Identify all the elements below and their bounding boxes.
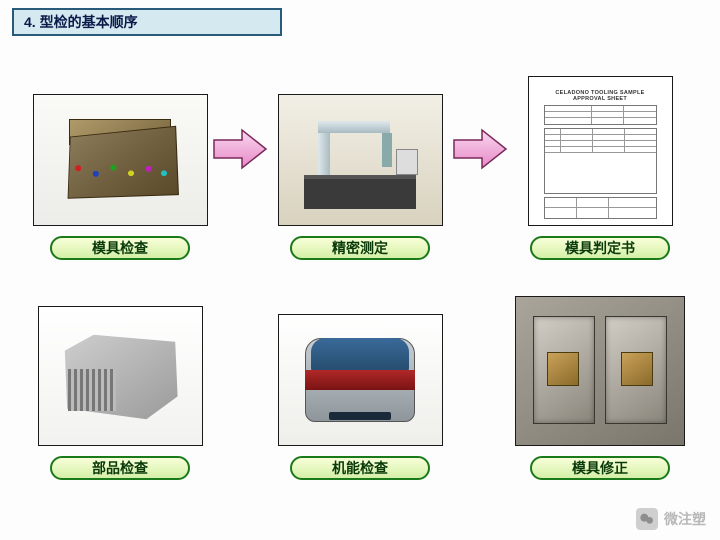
label-text: 模具检查 [92, 238, 148, 258]
part-cad-illustration [50, 321, 190, 431]
label-text: 机能检查 [332, 458, 388, 478]
arrow-right-icon [212, 127, 268, 171]
process-grid: 模具检查 精密测定 CELADONO T [0, 48, 720, 488]
label-mold-correction: 模具修正 [530, 456, 670, 480]
label-text: 部品检查 [92, 458, 148, 478]
arrow-1 [210, 48, 270, 260]
label-text: 精密测定 [332, 238, 388, 258]
section-title-text: 4. 型检的基本顺序 [24, 12, 138, 32]
approval-sheet-illustration: CELADONO TOOLING SAMPLE APPROVAL SHEET [538, 84, 663, 218]
label-part-inspection: 部品检查 [50, 456, 190, 480]
cell-precision-measurement: 精密测定 [270, 48, 450, 260]
section-title-bar: 4. 型检的基本顺序 [12, 8, 282, 36]
wechat-icon [636, 508, 658, 530]
cell-approval-sheet: CELADONO TOOLING SAMPLE APPROVAL SHEET [510, 48, 690, 260]
image-approval-sheet: CELADONO TOOLING SAMPLE APPROVAL SHEET [528, 76, 673, 226]
arrow-2 [450, 48, 510, 260]
cell-mold-correction: 模具修正 [510, 268, 690, 480]
watermark: 微注塑 [636, 508, 706, 530]
mold-cad-illustration [55, 115, 185, 205]
cell-part-inspection: 部品检查 [30, 268, 210, 480]
label-mold-inspection: 模具检查 [50, 236, 190, 260]
image-mold-cad [33, 94, 208, 226]
label-precision-measurement: 精密测定 [290, 236, 430, 260]
spacer [450, 268, 510, 480]
arrow-right-icon [452, 127, 508, 171]
label-approval-sheet: 模具判定书 [530, 236, 670, 260]
label-text: 模具修正 [572, 458, 628, 478]
spacer [210, 268, 270, 480]
cell-function-inspection: 机能检查 [270, 268, 450, 480]
label-function-inspection: 机能检查 [290, 456, 430, 480]
image-scanner [278, 314, 443, 446]
cmm-illustration [290, 105, 430, 215]
label-text: 模具判定书 [565, 238, 635, 258]
cell-mold-inspection: 模具检查 [30, 48, 210, 260]
scanner-illustration [295, 330, 425, 430]
watermark-text: 微注塑 [664, 509, 706, 529]
image-part-cad [38, 306, 203, 446]
mold-photo-illustration [525, 306, 675, 436]
image-mold-photo [515, 296, 685, 446]
image-cmm [278, 94, 443, 226]
sheet-title: CELADONO TOOLING SAMPLE APPROVAL SHEET [544, 90, 657, 102]
